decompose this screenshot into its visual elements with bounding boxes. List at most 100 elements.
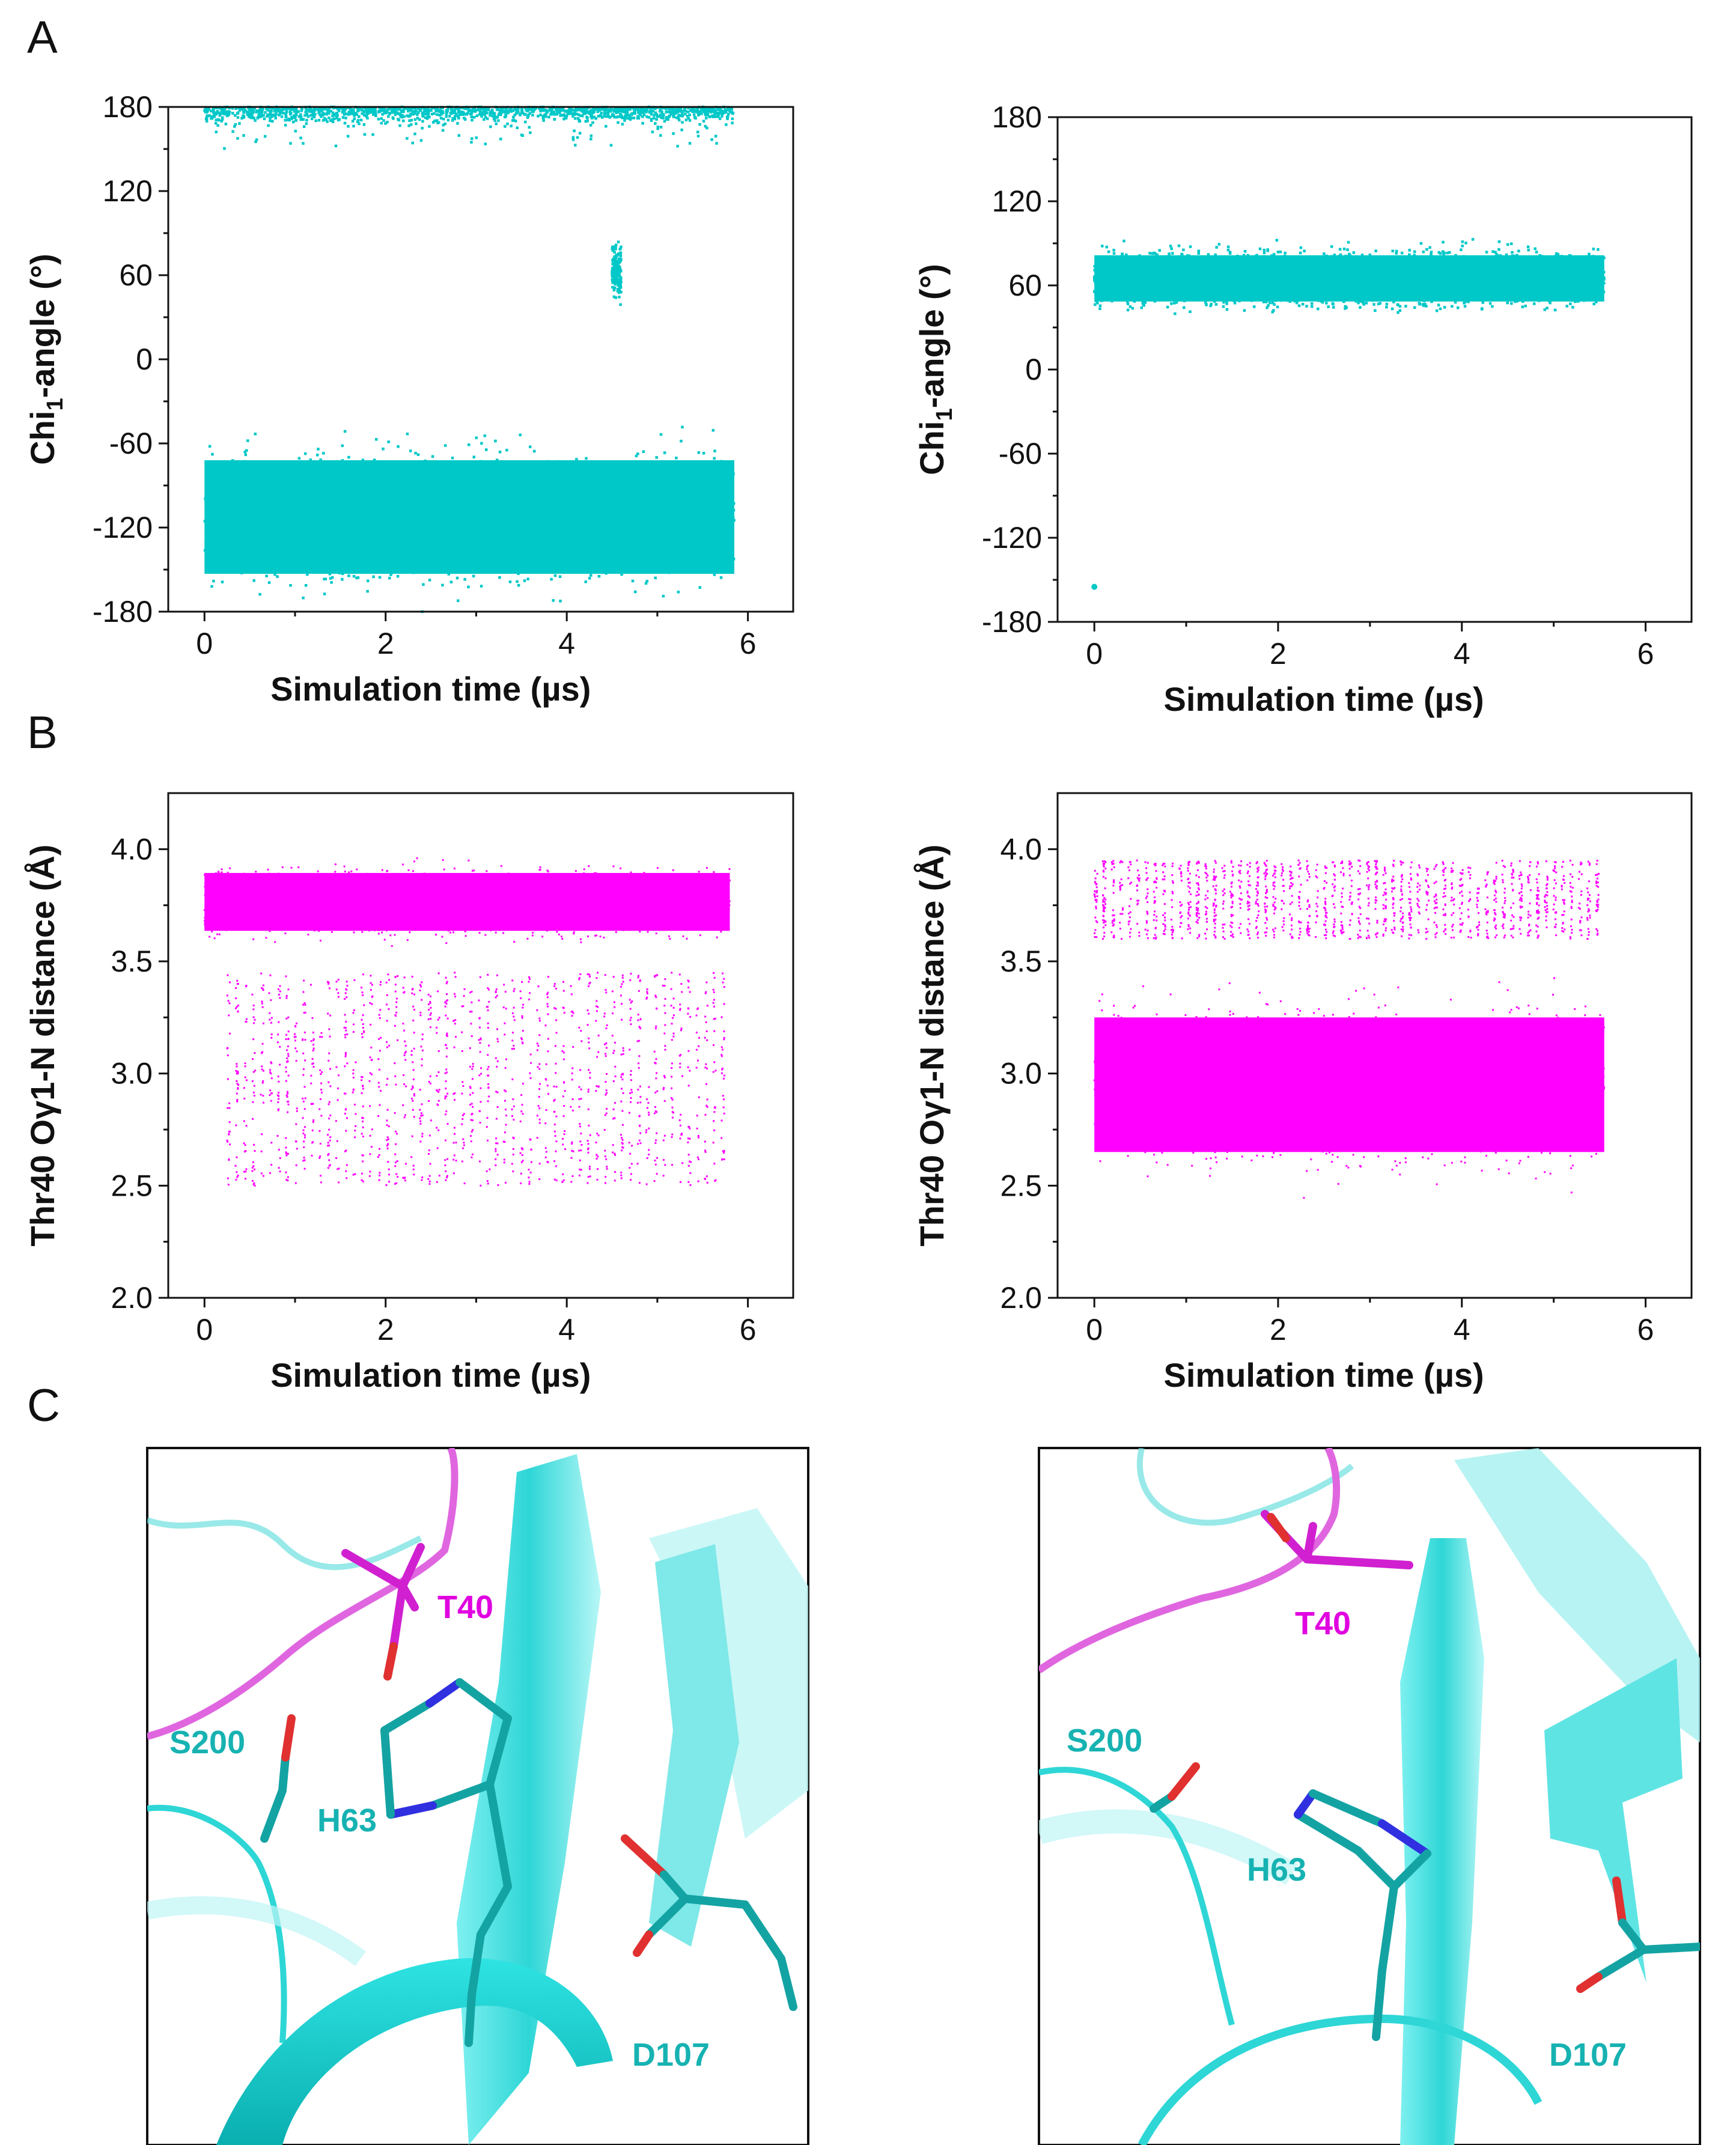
y-tick-label: 4.0: [111, 832, 153, 866]
point-cluster-B-left-1: [226, 972, 725, 1187]
y-tick-label: -120: [93, 511, 153, 544]
residue-s200-left: [260, 1714, 296, 1843]
x-axis-B-left: 0 2 4 6: [196, 1298, 757, 1346]
residue-h63-right: [1294, 1789, 1431, 2041]
x-tick-label: 0: [196, 1313, 213, 1346]
dense-region-A-right-0: [1094, 255, 1604, 302]
y-axis-label-B-left: Thr40 Oγ1-N distance (Å): [23, 844, 61, 1246]
y-tick-label: 120: [992, 184, 1042, 218]
residue-t40-right: [1261, 1510, 1413, 1569]
x-tick-label: 2: [377, 1313, 394, 1346]
y-tick-label: -120: [982, 521, 1042, 555]
point-cluster-A-left-0: [203, 105, 735, 150]
residue-t40-left: [341, 1543, 425, 1681]
loop-left-3: [147, 1896, 366, 1967]
label-s200-left: S200: [169, 1724, 245, 1760]
residue-s200-right: [1150, 1762, 1200, 1813]
y-axis-B-left: 2.0 2.5 3.0 3.5 4.0: [111, 832, 168, 1315]
y-axis-label-A-right: Chi1-angle (°): [913, 264, 957, 475]
y-axis-label-A-left: Chi1-angle (°): [23, 254, 68, 465]
residue-h63-left: [380, 1678, 512, 2047]
chart-b-right: 2.0 2.5 3.0 3.5 4.0 0 2 4 6 Simulation time (µs) T…: [913, 792, 1693, 1394]
dense-region-A-left-1: [204, 460, 735, 574]
y-axis-A-left: -180 -120 -60 0 60 120 180: [93, 90, 168, 628]
x-axis-B-right: 0 2 4 6: [1086, 1298, 1654, 1346]
y-tick-label: 3.5: [111, 945, 153, 978]
x-tick-label: 2: [377, 627, 394, 660]
y-tick-label: 2.0: [111, 1281, 153, 1315]
panel-label-c: C: [27, 1380, 60, 1431]
point-cluster-A-left-1: [203, 425, 736, 613]
x-axis-label-A-left: Simulation time (µs): [270, 670, 591, 708]
structure-right: T40 S200 H63 D107: [1038, 1447, 1701, 2145]
x-tick-label: 6: [740, 1313, 757, 1346]
helix-left: [216, 1958, 613, 2145]
residue-d107-left: [621, 1834, 797, 2011]
outlier-A-right-0: [1091, 583, 1098, 590]
label-s200-right: S200: [1067, 1723, 1142, 1759]
point-cluster-A-left-2: [611, 240, 623, 306]
plot-frame-A-right: [1056, 116, 1693, 623]
y-axis-label-B-right: Thr40 Oγ1-N distance (Å): [913, 844, 951, 1246]
loop-right-magenta: [1039, 1448, 1341, 1673]
data-points-B-left: [203, 857, 731, 1187]
x-tick-label: 2: [1270, 1313, 1287, 1346]
residue-d107-right: [1576, 1876, 1700, 1993]
y-tick-label: 120: [103, 174, 153, 208]
dense-region-B-left-0: [204, 872, 730, 931]
loop-left-magenta: [147, 1448, 458, 1740]
label-d107-left: D107: [632, 2037, 710, 2073]
y-tick-label: 3.5: [1000, 945, 1042, 978]
y-tick-label: 0: [136, 342, 153, 376]
point-cluster-B-left-0: [203, 857, 731, 947]
data-points-A-right: [1091, 238, 1606, 590]
plot-frame-B-right: [1056, 792, 1693, 1299]
label-h63-right: H63: [1247, 1852, 1306, 1888]
sheet-back-right: [1454, 1448, 1700, 1742]
data-points-B-right: [1093, 859, 1606, 1199]
y-tick-label: 2.0: [1000, 1281, 1042, 1315]
loop-right-4: [1138, 2014, 1543, 2145]
panel-label-a: A: [27, 12, 58, 63]
y-tick-label: -60: [999, 437, 1042, 470]
y-tick-label: 60: [1008, 269, 1042, 302]
loop-right-2: [1039, 1766, 1235, 2026]
label-h63-left: H63: [317, 1803, 377, 1839]
y-tick-label: 180: [103, 90, 153, 124]
label-t40-left: T40: [437, 1589, 493, 1625]
beta-sheet-right-2: [1544, 1658, 1683, 1983]
x-tick-label: 4: [558, 1313, 575, 1346]
x-axis-label-B-left: Simulation time (µs): [270, 1356, 591, 1394]
y-tick-label: 4.0: [1000, 832, 1042, 866]
x-tick-label: 4: [558, 627, 575, 660]
label-t40-right: T40: [1295, 1605, 1351, 1641]
beta-sheet-left-2: [649, 1544, 739, 1947]
beta-sheet-right: [1400, 1538, 1484, 2145]
x-tick-label: 2: [1270, 637, 1287, 671]
y-tick-label: 2.5: [111, 1169, 153, 1202]
x-axis-label-B-right: Simulation time (µs): [1163, 1356, 1484, 1394]
x-axis-A-left: 0 2 4 6: [196, 612, 757, 660]
y-tick-label: -180: [982, 605, 1042, 639]
plot-frame-B-left: [167, 792, 794, 1299]
point-cluster-A-right-0: [1092, 238, 1606, 315]
x-axis-A-right: 0 2 4 6: [1086, 622, 1654, 671]
y-tick-label: 180: [992, 100, 1042, 134]
y-tick-label: 2.5: [1000, 1169, 1042, 1202]
x-tick-label: 0: [1086, 637, 1103, 671]
dense-region-B-right-1: [1094, 1017, 1604, 1152]
loop-left-1: [147, 1517, 422, 1571]
structure-left: T40 S200 H63 D107: [146, 1447, 809, 2145]
x-tick-label: 6: [740, 627, 757, 660]
x-tick-label: 6: [1637, 637, 1654, 671]
y-axis-B-right: 2.0 2.5 3.0 3.5 4.0: [1000, 832, 1058, 1315]
x-axis-label-A-right: Simulation time (µs): [1163, 680, 1484, 718]
x-tick-label: 4: [1454, 1313, 1470, 1346]
label-d107-right: D107: [1549, 2037, 1627, 2073]
x-tick-label: 0: [196, 627, 213, 660]
y-tick-label: -60: [109, 427, 153, 460]
y-tick-label: 3.0: [111, 1057, 153, 1091]
chart-a-right: -180 -120 -60 0 60 120 180 0 2 4 6 Simulation time …: [913, 100, 1693, 718]
data-points-A-left: [203, 105, 736, 613]
